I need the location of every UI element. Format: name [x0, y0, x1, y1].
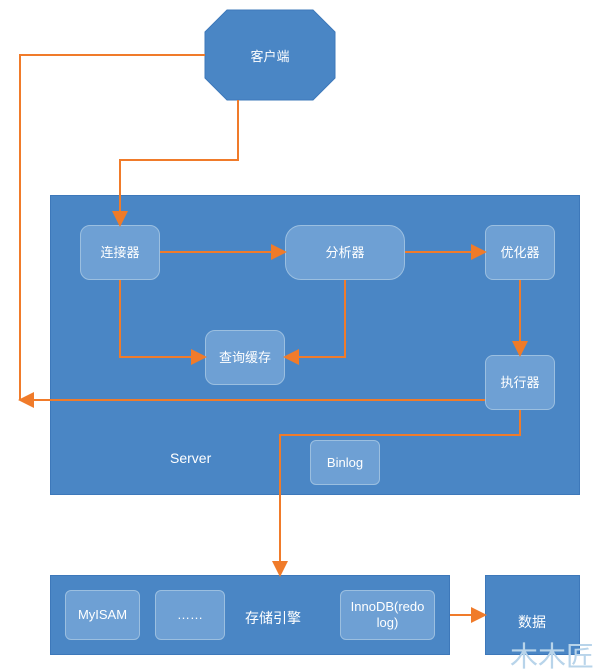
client-node: 客户端: [205, 10, 335, 100]
storage-label: 存储引擎: [245, 608, 301, 628]
client-label-text: 客户端: [250, 46, 289, 65]
data-label: 数据: [518, 612, 546, 632]
ellipsis-node: ……: [155, 590, 225, 640]
cache-node: 查询缓存: [205, 330, 285, 385]
executor-node: 执行器: [485, 355, 555, 410]
watermark: 木木匠: [510, 635, 594, 671]
binlog-node: Binlog: [310, 440, 380, 485]
server-label: Server: [170, 450, 211, 466]
myisam-node: MyISAM: [65, 590, 140, 640]
optimizer-node: 优化器: [485, 225, 555, 280]
analyzer-node: 分析器: [285, 225, 405, 280]
connector-node: 连接器: [80, 225, 160, 280]
innodb-node: InnoDB(redo log): [340, 590, 435, 640]
